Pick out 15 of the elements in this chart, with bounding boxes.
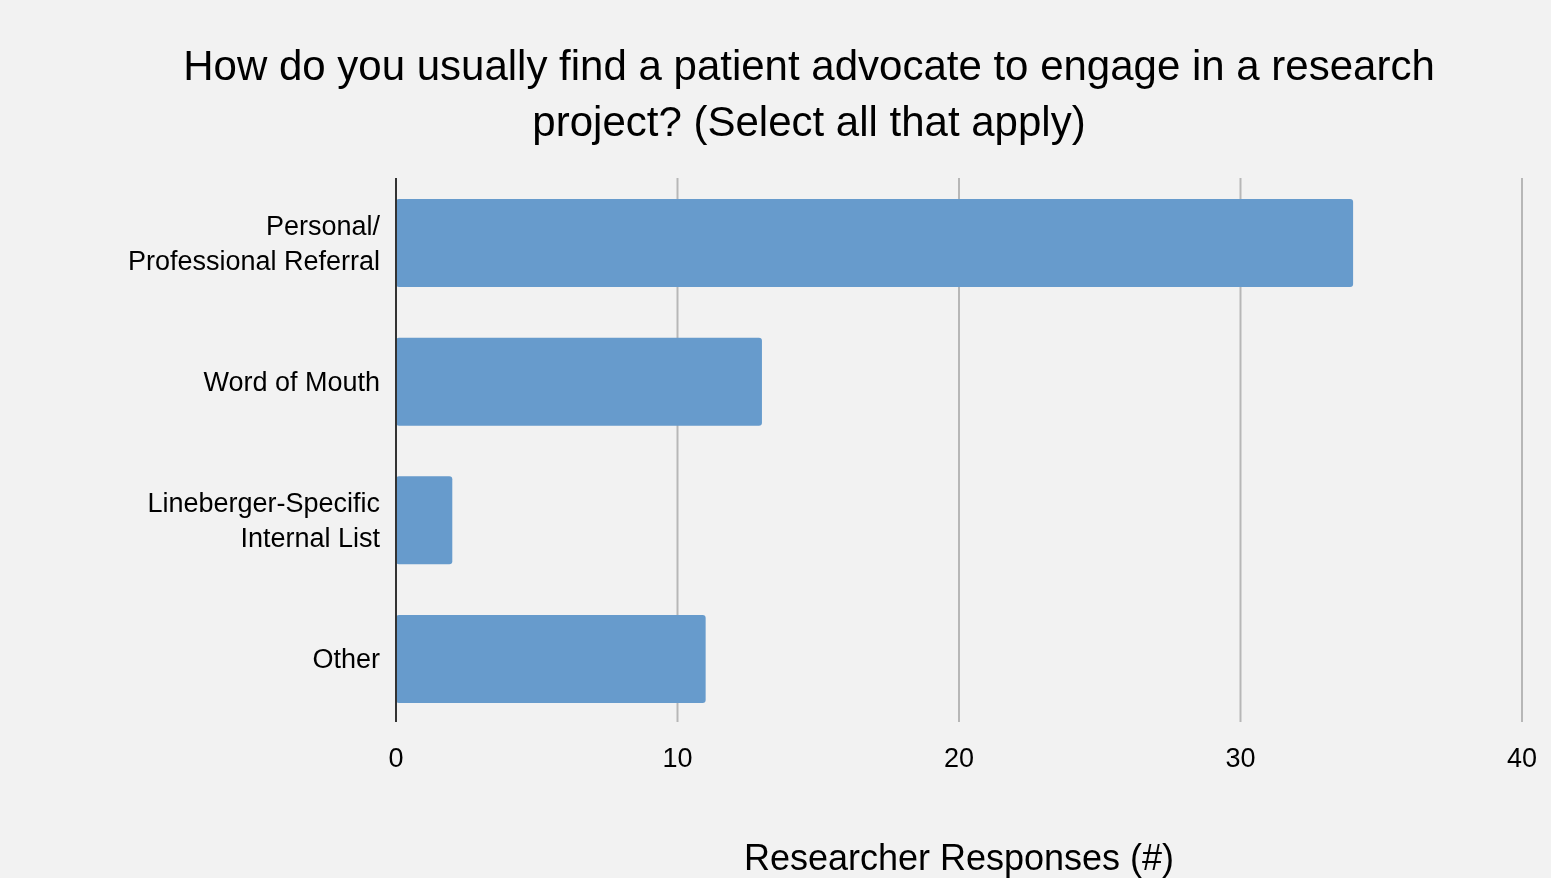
x-tick-label: 40 <box>1506 743 1538 773</box>
x-tick-label: 0 <box>388 743 404 773</box>
y-tick-label: Lineberger-Specific Internal List <box>147 487 381 553</box>
x-tick-label: 20 <box>943 743 975 773</box>
y-tick-label: Personal/ Professional Referral <box>127 210 381 276</box>
bar <box>396 476 453 565</box>
bar <box>396 199 1354 288</box>
y-tick-label: Other <box>312 643 380 674</box>
chart-title: How do you usually find a patient advocate to engage in a research project? (Select all that apply) <box>183 42 1435 145</box>
bar <box>396 614 706 703</box>
x-axis-title: Researcher Responses (#) <box>743 837 1175 878</box>
bar <box>396 337 762 426</box>
x-tick-label: 10 <box>662 743 693 773</box>
y-tick-label: Word of Mouth <box>203 366 380 397</box>
x-tick-label: 30 <box>1225 743 1256 773</box>
